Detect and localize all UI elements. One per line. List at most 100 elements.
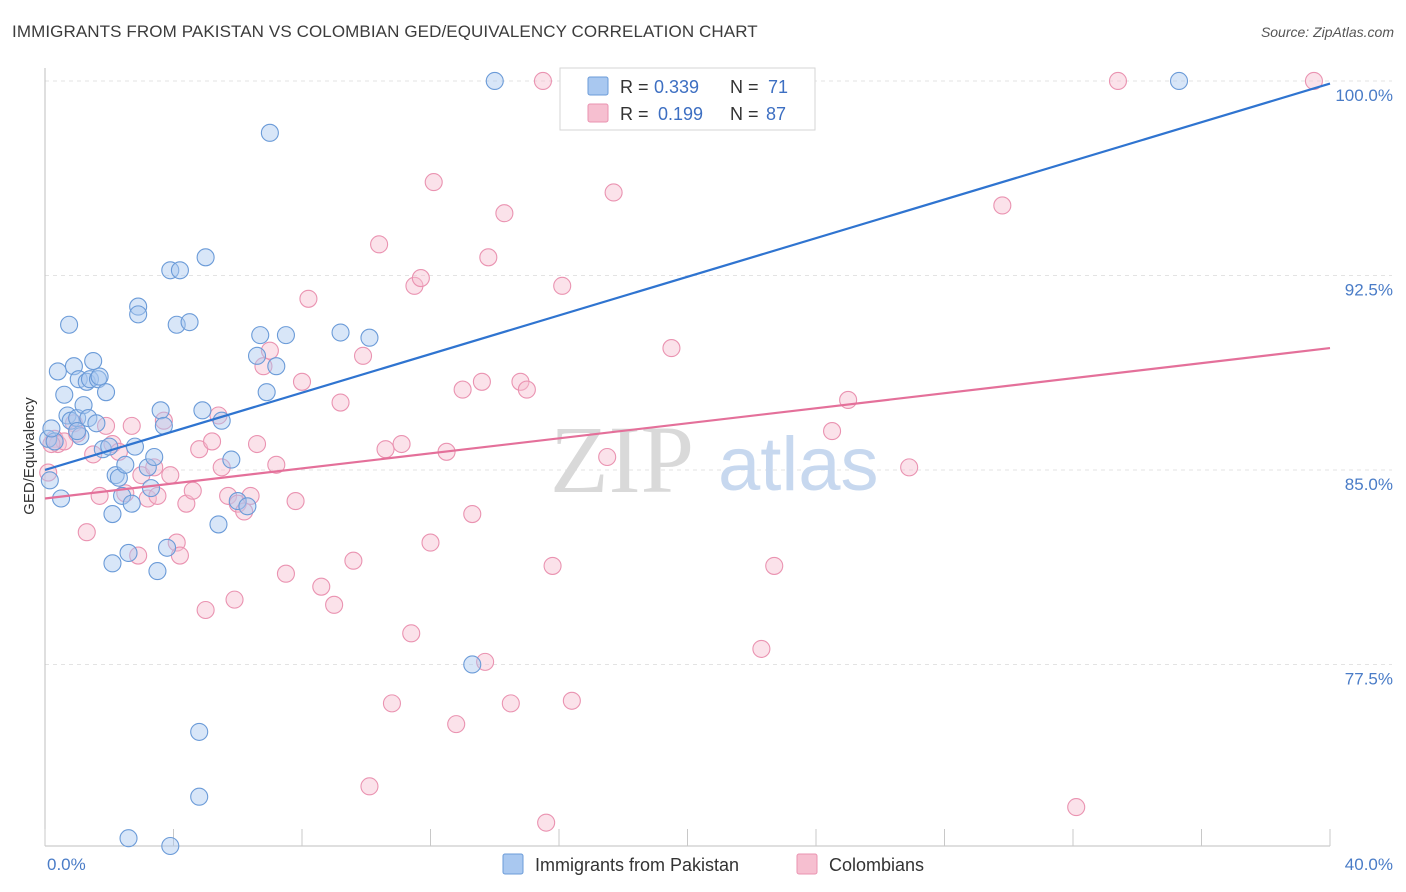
colombian-point [1067, 798, 1086, 817]
colombian-point [533, 71, 552, 91]
pakistan-point [463, 655, 482, 674]
legend-n-value-colombian: 87 [766, 104, 786, 124]
pakistan-trend-line [44, 82, 1331, 472]
colombian-point [453, 380, 472, 399]
colombian-point [562, 691, 581, 710]
pakistan-point [151, 401, 170, 420]
pakistan-point [193, 401, 212, 420]
pakistan-point [60, 315, 79, 334]
colombian-point [77, 523, 96, 542]
pakistan-point [267, 357, 286, 376]
pakistan-point [161, 261, 180, 280]
pakistan-point [190, 787, 209, 806]
colombian-point [392, 434, 411, 454]
pakistan-point [119, 543, 138, 563]
pakistan-point [331, 323, 350, 342]
colombian-point [360, 777, 379, 796]
pakistan-point [90, 367, 109, 386]
colombian-point [479, 248, 498, 267]
pakistan-points [39, 71, 1189, 856]
pakistan-point [52, 489, 71, 508]
pakistan-point [485, 71, 504, 91]
series-legend: Immigrants from Pakistan Colombians [502, 853, 924, 875]
legend-r-value-colombian: 0.199 [658, 104, 703, 124]
legend-swatch-colombian [587, 103, 609, 123]
y-tick-label: 85.0% [1345, 475, 1393, 494]
bottom-legend-label-pakistan: Immigrants from Pakistan [535, 855, 739, 875]
y-tick-label: 77.5% [1345, 669, 1393, 688]
colombian-point [299, 289, 318, 308]
watermark-atlas: atlas [718, 422, 879, 507]
colombian-point [376, 440, 395, 459]
trend-lines [44, 82, 1331, 500]
bottom-legend-swatch-pakistan [502, 853, 524, 875]
colombian-point [553, 276, 572, 295]
pakistan-point [196, 248, 215, 267]
colombian-point [662, 339, 681, 358]
legend-n-label-colombian: N = [730, 104, 759, 124]
colombian-point [312, 577, 331, 596]
pakistan-point [87, 414, 106, 433]
watermark-zip: ZIP [550, 406, 694, 513]
pakistan-point [228, 492, 247, 511]
colombian-point [424, 173, 443, 192]
pakistan-point [251, 326, 270, 345]
pakistan-point [260, 123, 279, 142]
pakistan-point [141, 479, 161, 498]
y-axis-title: GED/Equivalency [21, 397, 38, 515]
legend-r-value-pakistan: 0.339 [654, 77, 699, 97]
colombian-point [247, 434, 267, 454]
colombian-point [823, 422, 842, 441]
colombian-point [402, 624, 421, 643]
y-tick-label: 92.5% [1345, 280, 1393, 299]
x-tick-label-max: 40.0% [1345, 855, 1393, 874]
legend-swatch-pakistan [587, 76, 609, 96]
colombian-point [411, 269, 430, 288]
pakistan-point [48, 362, 67, 381]
colombian-point [267, 455, 286, 474]
pakistan-point [129, 297, 148, 316]
pakistan-point [119, 829, 138, 848]
colombian-point [752, 639, 771, 658]
pakistan-point [180, 313, 199, 332]
pakistan-point [103, 554, 122, 573]
colombian-point [276, 564, 295, 583]
pakistan-point [209, 515, 228, 534]
source-label: Source: ZipAtlas.com [1260, 24, 1394, 40]
colombian-point [325, 595, 344, 614]
pakistan-point [222, 450, 241, 469]
colombian-point [370, 235, 389, 254]
colombian-point [353, 346, 373, 365]
colombian-point [254, 357, 273, 376]
colombian-point [42, 434, 61, 454]
colombian-point [900, 458, 919, 477]
colombian-point [517, 380, 536, 399]
legend-r-label-pakistan: R = [620, 77, 649, 97]
colombian-point [196, 600, 215, 620]
colombian-point [495, 204, 514, 223]
pakistan-point [84, 351, 103, 371]
colombian-point [203, 432, 222, 451]
legend-n-label-pakistan: N = [730, 77, 759, 97]
pakistan-point [122, 494, 141, 513]
pakistan-point [55, 385, 74, 404]
x-ticks [44, 829, 1331, 846]
gridlines [45, 80, 1392, 665]
colombian-point [382, 694, 402, 713]
pakistan-point [190, 722, 209, 741]
pakistan-point [158, 538, 177, 557]
pakistan-point [42, 419, 61, 438]
pakistan-point [360, 328, 379, 347]
colombian-point [421, 533, 440, 552]
pakistan-point [40, 471, 59, 490]
y-tick-labels: 77.5% 85.0% 92.5% 100.0% [1335, 86, 1393, 689]
bottom-legend-label-colombian: Colombians [829, 855, 924, 875]
pakistan-point [161, 836, 180, 856]
colombian-point [122, 416, 141, 435]
pakistan-point [113, 486, 132, 505]
colombian-point [154, 411, 173, 430]
x-tick-label-min: 0.0% [47, 855, 86, 874]
pakistan-point [276, 326, 295, 345]
chart-title: IMMIGRANTS FROM PAKISTAN VS COLOMBIAN GE… [12, 22, 758, 41]
